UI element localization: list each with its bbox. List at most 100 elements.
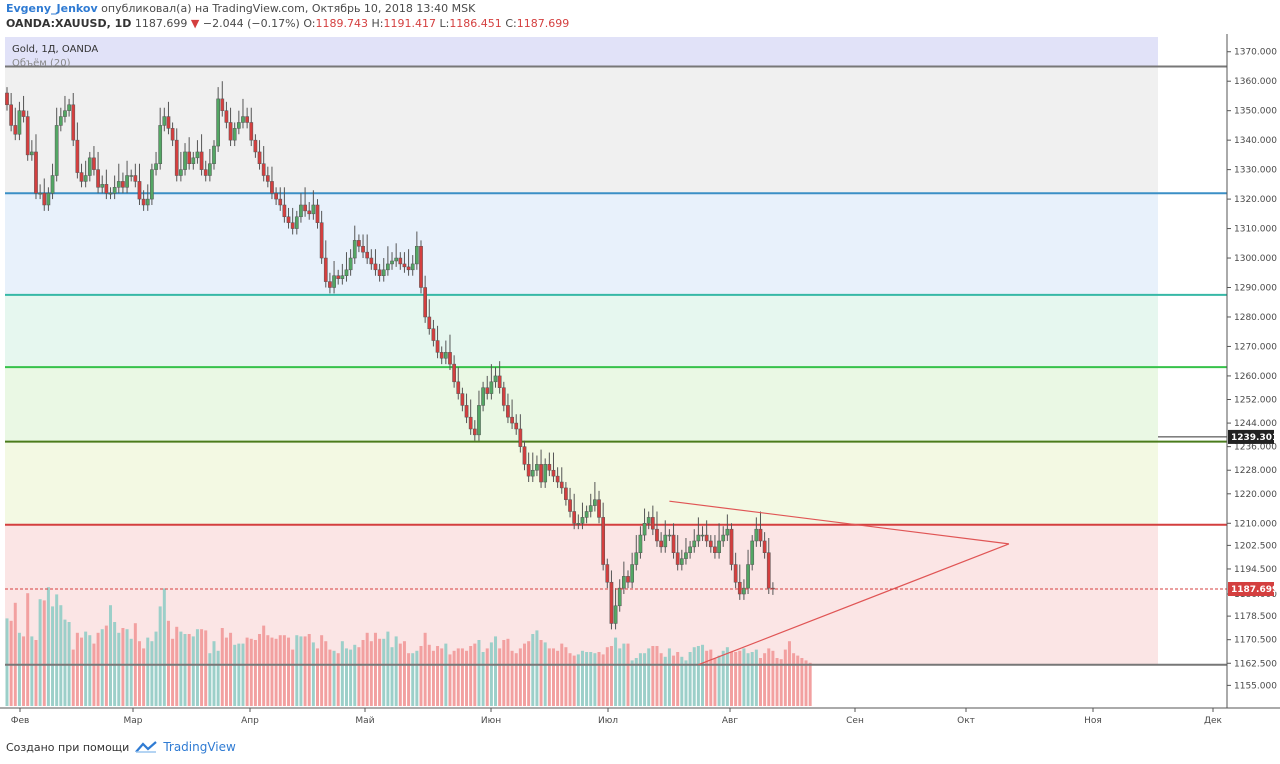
volume-bar xyxy=(535,630,539,706)
candle-body xyxy=(92,157,96,170)
volume-bar xyxy=(564,647,568,706)
volume-bar xyxy=(229,632,233,706)
candle-body xyxy=(373,263,378,271)
volume-bar xyxy=(750,652,754,706)
volume-bar xyxy=(171,638,175,706)
marker-price-tag-bg xyxy=(1228,429,1274,444)
y-tick-label: 1162.500 xyxy=(1234,659,1277,669)
y-tick-label: 1194.500 xyxy=(1234,565,1277,575)
candle-body xyxy=(332,275,336,288)
tradingview-link[interactable]: TradingView xyxy=(163,740,236,754)
candle-body xyxy=(489,381,494,394)
volume-bar xyxy=(46,587,50,706)
high-label: H: xyxy=(371,17,384,30)
candle-body xyxy=(514,422,519,430)
candle-body xyxy=(704,534,709,542)
candle-body xyxy=(435,340,440,353)
volume-bar xyxy=(452,650,456,706)
volume-bar xyxy=(266,635,270,706)
volume-bar xyxy=(253,640,257,706)
volume-bar xyxy=(576,654,580,706)
candle-body xyxy=(377,269,382,276)
candle-body xyxy=(713,546,717,553)
y-tick-label: 1330.000 xyxy=(1234,166,1277,176)
volume-bar xyxy=(539,640,543,706)
volume-bar xyxy=(494,636,498,706)
candle-body xyxy=(452,363,456,383)
candle-body xyxy=(265,175,270,182)
candle-body xyxy=(104,184,109,194)
volume-bar xyxy=(125,629,129,706)
volume-bar xyxy=(386,631,390,706)
volume-bar xyxy=(730,652,733,706)
candle-body xyxy=(87,157,92,176)
x-tick-label: Июн xyxy=(481,716,501,726)
candle-body xyxy=(750,540,755,565)
candle-body xyxy=(224,110,229,123)
volume-bar xyxy=(204,630,208,706)
volume-bar xyxy=(316,648,319,706)
volume-bar xyxy=(796,655,800,706)
volume-bar xyxy=(543,642,547,706)
candle-body xyxy=(216,98,220,147)
candle-body xyxy=(679,558,684,565)
volume-bar xyxy=(208,653,212,706)
candle-body xyxy=(257,151,262,164)
y-tick-label: 1320.000 xyxy=(1234,195,1277,205)
candle-body xyxy=(42,192,47,206)
candle-body xyxy=(357,240,361,247)
publish-info: Evgeny_Jenkov опубликовал(а) на TradingV… xyxy=(6,2,475,15)
candle-body xyxy=(34,151,38,194)
volume-bar xyxy=(51,606,55,706)
candle-body xyxy=(54,125,59,176)
triangle-outline xyxy=(669,500,1010,666)
candle-body xyxy=(278,198,283,206)
volume-bar xyxy=(96,632,100,706)
horizontal-levels xyxy=(5,65,1227,666)
x-tick-label: Ноя xyxy=(1084,716,1102,726)
author-link[interactable]: Evgeny_Jenkov xyxy=(6,2,98,15)
candle-body xyxy=(96,169,100,188)
candle-body xyxy=(390,260,394,265)
candle-body xyxy=(456,381,461,394)
y-tick-label: 1236.000 xyxy=(1234,443,1277,453)
volume-bar xyxy=(411,653,415,706)
candle-body xyxy=(145,198,150,206)
volume-bar xyxy=(154,631,158,706)
volume-bar xyxy=(129,638,133,706)
volume-bar xyxy=(717,655,721,706)
volume-bar xyxy=(320,635,324,706)
price-chart[interactable]: 1370.000 1360.000 1350.000 1340.000 1330.000… xyxy=(0,34,1280,734)
candle-body xyxy=(303,204,307,212)
candle-body xyxy=(290,222,295,229)
x-tick-label: Окт xyxy=(957,716,975,726)
volume-bar xyxy=(274,638,278,706)
x-tick-label: Фев xyxy=(11,716,30,726)
volume-bar xyxy=(407,653,411,706)
candle-body xyxy=(236,122,241,129)
volume-bar xyxy=(647,648,651,706)
volume-bar xyxy=(804,660,808,706)
volume-bar xyxy=(601,654,605,706)
volume-bar xyxy=(473,643,477,706)
volume-bar xyxy=(109,605,112,706)
candle-body xyxy=(638,534,643,553)
candle-body xyxy=(530,469,535,477)
volume-bar xyxy=(142,648,146,706)
footer-created: Создано при помощи xyxy=(6,740,130,754)
volume-bar xyxy=(431,650,435,706)
candle-body xyxy=(220,98,225,111)
candle-body xyxy=(21,110,26,117)
volume-bar xyxy=(663,656,667,706)
volume-bar xyxy=(63,619,67,706)
y-tick-label: 1244.000 xyxy=(1234,419,1277,429)
volume-bar xyxy=(59,605,63,706)
candle-body xyxy=(212,145,216,164)
last-price-tag-bg xyxy=(1228,582,1274,597)
candle-body xyxy=(675,552,680,565)
candle-body xyxy=(427,316,432,330)
volume-bar xyxy=(200,629,204,706)
candle-body xyxy=(17,110,22,135)
volume-bar xyxy=(307,634,311,706)
triangle-pattern xyxy=(669,500,1010,666)
